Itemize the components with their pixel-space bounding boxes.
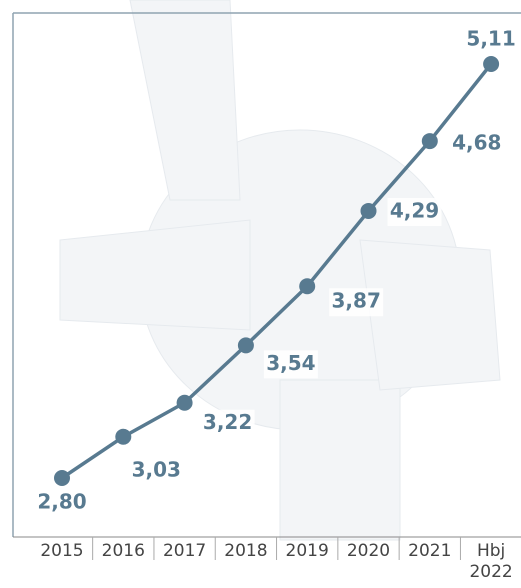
blade	[59, 219, 251, 331]
value-label: 3,03	[132, 457, 181, 481]
x-tick-label: 2018	[224, 541, 268, 561]
x-tick-label: 2019	[285, 541, 329, 561]
label-background	[200, 409, 255, 438]
value-label: 3,22	[203, 410, 252, 434]
value-label: 3,87	[332, 289, 381, 313]
point	[115, 428, 132, 445]
label-background	[35, 489, 89, 517]
value-label: 4,68	[452, 131, 501, 155]
x-tick-label: 2016	[101, 541, 145, 561]
tower	[279, 379, 401, 541]
nacelle	[359, 239, 501, 391]
value-label: 2,80	[37, 490, 86, 514]
label-background	[464, 26, 519, 54]
x-tick-label: 2020	[346, 541, 391, 561]
x-tick-label: 2017	[162, 541, 207, 561]
label-background	[263, 350, 318, 379]
blade	[129, 0, 241, 201]
point	[421, 133, 438, 150]
point	[299, 278, 316, 295]
value-label: 4,29	[390, 198, 439, 222]
value-label: 5,11	[466, 27, 515, 51]
background-turbine	[59, 0, 501, 541]
label-background	[387, 197, 442, 226]
label-background	[449, 130, 504, 159]
point	[54, 470, 70, 486]
label-background	[129, 456, 184, 485]
point	[483, 56, 500, 72]
label-background	[329, 288, 384, 317]
line	[61, 62, 493, 480]
point	[176, 394, 193, 411]
value-label: 3,54	[266, 351, 315, 375]
x-tick-label: 2021	[408, 541, 452, 561]
x-tick-label: Hbj 2022	[469, 541, 513, 582]
point	[237, 337, 254, 354]
point	[360, 202, 377, 219]
x-tick-label: 2015	[40, 541, 84, 561]
